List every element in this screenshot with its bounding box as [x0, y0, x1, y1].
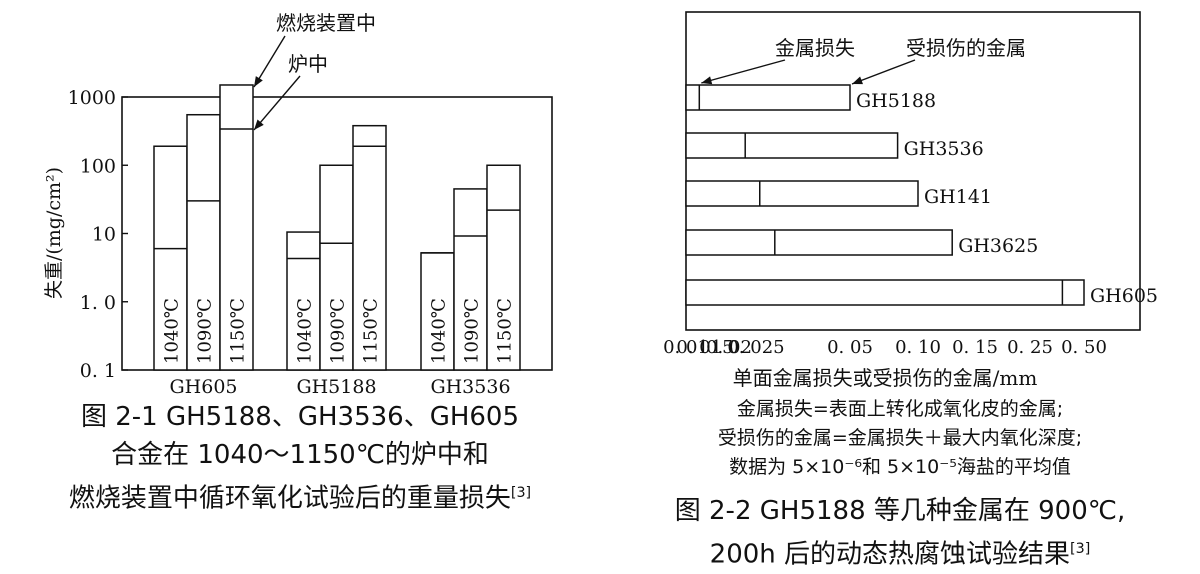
burner-bar — [286, 231, 321, 371]
burner-bar — [420, 252, 455, 371]
burner-bar — [319, 164, 354, 371]
burner-bar — [153, 145, 188, 371]
damaged-metal-bar — [685, 279, 1085, 306]
damaged-metal-bar — [685, 180, 919, 207]
damaged-metal-bar — [685, 84, 851, 111]
damaged-metal-annotation-label: 受损伤的金属 — [906, 36, 1026, 60]
left-y-tick-label: 1000 — [68, 87, 116, 109]
left-y-tick-label: 10 — [92, 224, 116, 246]
right-notes: 金属损失=表面上转化成氧化皮的金属; 受损伤的金属=金属损失＋最大内氧化深度; … — [600, 395, 1200, 482]
right-caption-line-2: 200h 后的动态热腐蚀试验结果 — [709, 539, 1071, 570]
alloy-label: GH605 — [1090, 285, 1158, 307]
temperature-label: 1090℃ — [195, 298, 216, 364]
burner-bar — [453, 188, 488, 371]
right-x-tick-label: 0. 01 — [663, 337, 709, 358]
right-x-tick-label: 0. 10 — [895, 337, 941, 358]
left-group-label: GH3536 — [430, 376, 510, 398]
damaged-metal-arrow — [851, 59, 916, 85]
damaged-metal-bar — [685, 132, 899, 159]
left-y-tick-label: 100 — [80, 155, 116, 177]
right-plot-frame — [685, 11, 1141, 331]
burner-bar — [219, 84, 254, 371]
right-x-axis-label: 单面金属损失或受损伤的金属/mm — [733, 366, 1038, 390]
right-x-tick-label: 0. 15 — [952, 337, 998, 358]
alloy-label: GH5188 — [856, 90, 936, 112]
hot-corrosion-chart: GH5188 GH3536 GH141 GH3625 GH605 0. 010. 015… — [663, 11, 1158, 390]
furnace-arrow — [253, 75, 301, 131]
left-caption-line-1: 图 2-1 GH5188、GH3536、GH605 — [80, 402, 520, 432]
right-figure-caption: 图 2-2 GH5188 等几种金属在 900℃, 200h 后的动态热腐蚀试验… — [600, 492, 1200, 574]
alloy-label: GH3536 — [904, 138, 984, 160]
left-group-label: GH5188 — [296, 376, 376, 398]
furnace-annotation-label: 炉中 — [288, 52, 328, 76]
temperature-label: 1040℃ — [429, 298, 450, 364]
oxidation-weight-loss-chart: 失重/(mg/cm²) 1000 100 10 1. 0 0. 1 1040℃ 1090℃… — [43, 11, 553, 398]
temperature-label: 1090℃ — [462, 298, 483, 364]
left-y-tick-label: 0. 1 — [80, 360, 116, 382]
left-figure-caption: 图 2-1 GH5188、GH3536、GH605 合金在 1040～1150℃… — [0, 398, 600, 518]
alloy-label: GH141 — [924, 186, 992, 208]
right-caption-ref: [3] — [1070, 541, 1091, 557]
temperature-label: 1150℃ — [228, 298, 249, 364]
damaged-metal-arrow-head — [852, 76, 863, 85]
damaged-metal-bar — [685, 229, 953, 256]
temperature-label: 1150℃ — [361, 298, 382, 364]
temperature-label: 1040℃ — [295, 298, 316, 364]
left-y-axis-label: 失重/(mg/cm²) — [43, 167, 65, 299]
left-group-label: GH605 — [169, 376, 237, 398]
temperature-label: 1150℃ — [495, 298, 516, 364]
metal-loss-arrow-head — [701, 76, 713, 85]
temperature-label: 1040℃ — [162, 298, 183, 364]
left-caption-ref: [3] — [510, 485, 532, 501]
temperature-label: 1090℃ — [328, 298, 349, 364]
right-x-tick-label: 0. 50 — [1061, 337, 1107, 358]
burner-bar — [352, 124, 387, 371]
alloy-label: GH3625 — [958, 235, 1038, 257]
furnace-arrow-head — [254, 119, 264, 130]
left-caption-line-2: 合金在 1040～1150℃的炉中和 — [111, 440, 489, 470]
burner-annotation-label: 燃烧装置中 — [276, 11, 376, 35]
metal-loss-annotation-label: 金属损失 — [775, 36, 855, 60]
right-x-tick-label: 0. 25 — [1007, 337, 1053, 358]
right-note-1: 金属损失=表面上转化成氧化皮的金属; — [736, 398, 1064, 420]
right-caption-line-1: 图 2-2 GH5188 等几种金属在 900℃, — [674, 496, 1126, 526]
left-caption-line-3: 燃烧装置中循环氧化试验后的重量损失 — [68, 483, 511, 514]
left-y-tick-label: 1. 0 — [80, 292, 116, 314]
right-x-tick-label: 0. 025 — [727, 337, 784, 358]
metal-loss-arrow — [701, 59, 786, 84]
right-note-2: 受损伤的金属=金属损失＋最大内氧化深度; — [717, 427, 1083, 449]
right-x-tick-label: 0. 02 — [706, 337, 752, 358]
burner-bar — [486, 164, 521, 371]
right-x-tick-label: 0. 015 — [676, 337, 733, 358]
right-x-tick-label: 0. 05 — [827, 337, 873, 358]
burner-arrow-head — [254, 76, 263, 87]
right-note-3: 数据为 5×10⁻⁶和 5×10⁻⁵海盐的平均值 — [729, 456, 1071, 478]
burner-bar — [186, 113, 221, 371]
